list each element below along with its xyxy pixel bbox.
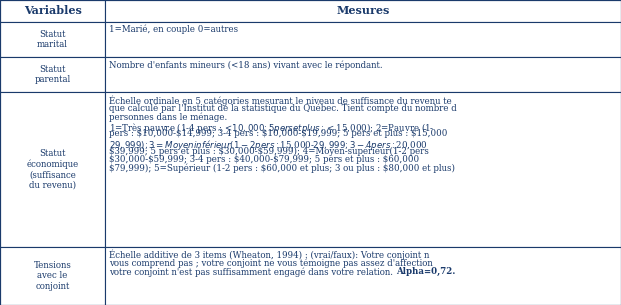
Text: 1=Très pauvre (1-4 pers : <$10,000 ; 5 pers et plus : <$15,000); 2=Pauvre (1-: 1=Très pauvre (1-4 pers : <$10,000 ; 5 p… <box>109 121 435 135</box>
Text: Statut
économique
(suffisance
du revenu): Statut économique (suffisance du revenu) <box>26 149 79 190</box>
Text: Mesures: Mesures <box>337 5 390 16</box>
Text: $30,000-$59,999; 3-4 pers : $40,000-$79,999; 5 pers et plus : $60,000: $30,000-$59,999; 3-4 pers : $40,000-$79,… <box>109 155 419 164</box>
Text: $29,999); 3=Moyen inférieur (1-2 pers : $15,000-$29,999; 3-4 pers : $20,000: $29,999); 3=Moyen inférieur (1-2 pers : … <box>109 138 428 152</box>
Text: Statut
parental: Statut parental <box>34 65 71 84</box>
Text: que calculé par l'Institut de la statistique du Québec. Tient compte du nombre d: que calculé par l'Institut de la statist… <box>109 104 457 113</box>
Bar <box>105 0 621 22</box>
Bar <box>0 22 105 57</box>
Text: Alpha=0,72.: Alpha=0,72. <box>396 267 455 276</box>
Text: Tensions
avec le
conjoint: Tensions avec le conjoint <box>34 261 71 291</box>
Text: Statut
marital: Statut marital <box>37 30 68 49</box>
Text: Échelle ordinale en 5 catégories mesurant le niveau de suffisance du revenu te: Échelle ordinale en 5 catégories mesuran… <box>109 95 451 106</box>
Text: $39,999; 5 pers et plus : $30,000-$59,999); 4=Moyen-supérieur(1-2 pers: $39,999; 5 pers et plus : $30,000-$59,99… <box>109 146 429 156</box>
Text: Variables: Variables <box>24 5 81 16</box>
Bar <box>105 22 621 57</box>
Text: vous comprend pas ; votre conjoint ne vous témoigne pas assez d'affection: vous comprend pas ; votre conjoint ne vo… <box>109 259 433 268</box>
Bar <box>105 92 621 247</box>
Text: Échelle additive de 3 items (Wheaton, 1994) : (vrai/faux): Votre conjoint n: Échelle additive de 3 items (Wheaton, 19… <box>109 250 429 260</box>
Text: Nombre d'enfants mineurs (<18 ans) vivant avec le répondant.: Nombre d'enfants mineurs (<18 ans) vivan… <box>109 60 383 70</box>
Bar <box>105 57 621 92</box>
Bar <box>0 247 105 305</box>
Bar <box>105 247 621 305</box>
Text: pers : $10,000-$14,999; 3-4 pers : $10,000-$19,999; 5 pers et plus : $15,000: pers : $10,000-$14,999; 3-4 pers : $10,0… <box>109 129 447 138</box>
Bar <box>0 57 105 92</box>
Text: 1=Marié, en couple 0=autres: 1=Marié, en couple 0=autres <box>109 25 238 34</box>
Text: personnes dans le ménage.: personnes dans le ménage. <box>109 112 227 122</box>
Text: votre conjoint n'est pas suffisamment engagé dans votre relation.: votre conjoint n'est pas suffisamment en… <box>109 267 396 277</box>
Bar <box>0 92 105 247</box>
Bar <box>0 0 105 22</box>
Text: $79,999); 5=Supérieur (1-2 pers : $60,000 et plus; 3 ou plus : $80,000 et plus): $79,999); 5=Supérieur (1-2 pers : $60,00… <box>109 163 455 173</box>
